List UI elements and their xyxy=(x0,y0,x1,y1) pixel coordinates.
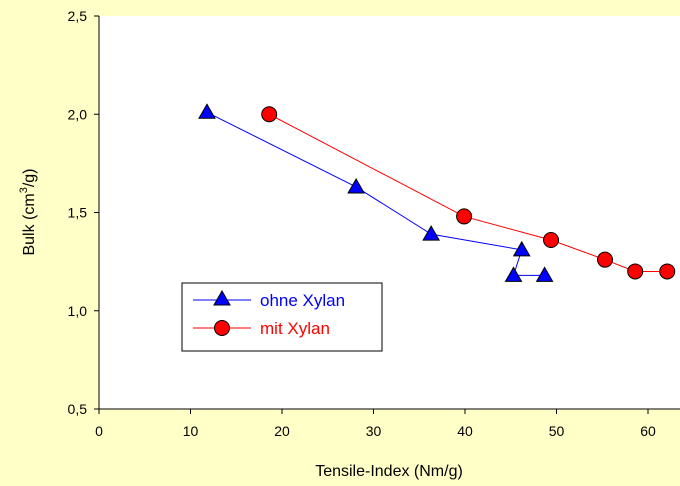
data-point-triangle xyxy=(422,225,441,241)
legend-marker-triangle xyxy=(213,289,231,306)
legend-label-mit-xylan: mit Xylan xyxy=(260,319,330,338)
x-tick-label: 20 xyxy=(274,423,290,439)
legend: ohne Xylan mit Xylan xyxy=(181,282,383,352)
y-tick-label: 1,5 xyxy=(68,205,88,221)
y-tick-label: 2,0 xyxy=(68,106,88,122)
y-tick-label: 2,5 xyxy=(68,8,88,24)
data-point-circle xyxy=(456,208,473,225)
series-line-0 xyxy=(206,111,545,276)
y-axis-title: Bulk (cm3/g) xyxy=(18,168,38,255)
data-point-circle xyxy=(659,263,676,280)
data-point-circle xyxy=(627,263,644,280)
legend-marker-circle xyxy=(214,320,230,336)
x-axis-title: Tensile-Index (Nm/g) xyxy=(315,463,463,480)
data-point-triangle xyxy=(512,240,531,257)
x-tick-label: 50 xyxy=(549,423,565,439)
y-tick-label: 1,0 xyxy=(68,303,88,319)
data-point-circle xyxy=(543,232,560,249)
data-point-triangle xyxy=(198,103,216,119)
data-point-triangle xyxy=(535,266,554,282)
y-tick-label: 0,5 xyxy=(68,401,88,417)
data-point-circle xyxy=(596,251,613,268)
legend-box xyxy=(181,282,383,352)
data-point-triangle xyxy=(347,177,365,194)
x-tick-label: 10 xyxy=(183,423,199,439)
legend-label-ohne-xylan: ohne Xylan xyxy=(260,291,345,310)
data-point-circle xyxy=(261,106,278,123)
x-tick-label: 60 xyxy=(640,423,656,439)
x-tick-label: 0 xyxy=(95,423,103,439)
x-tick-label: 30 xyxy=(366,423,382,439)
x-tick-label: 40 xyxy=(457,423,473,439)
data-point-triangle xyxy=(504,266,523,282)
